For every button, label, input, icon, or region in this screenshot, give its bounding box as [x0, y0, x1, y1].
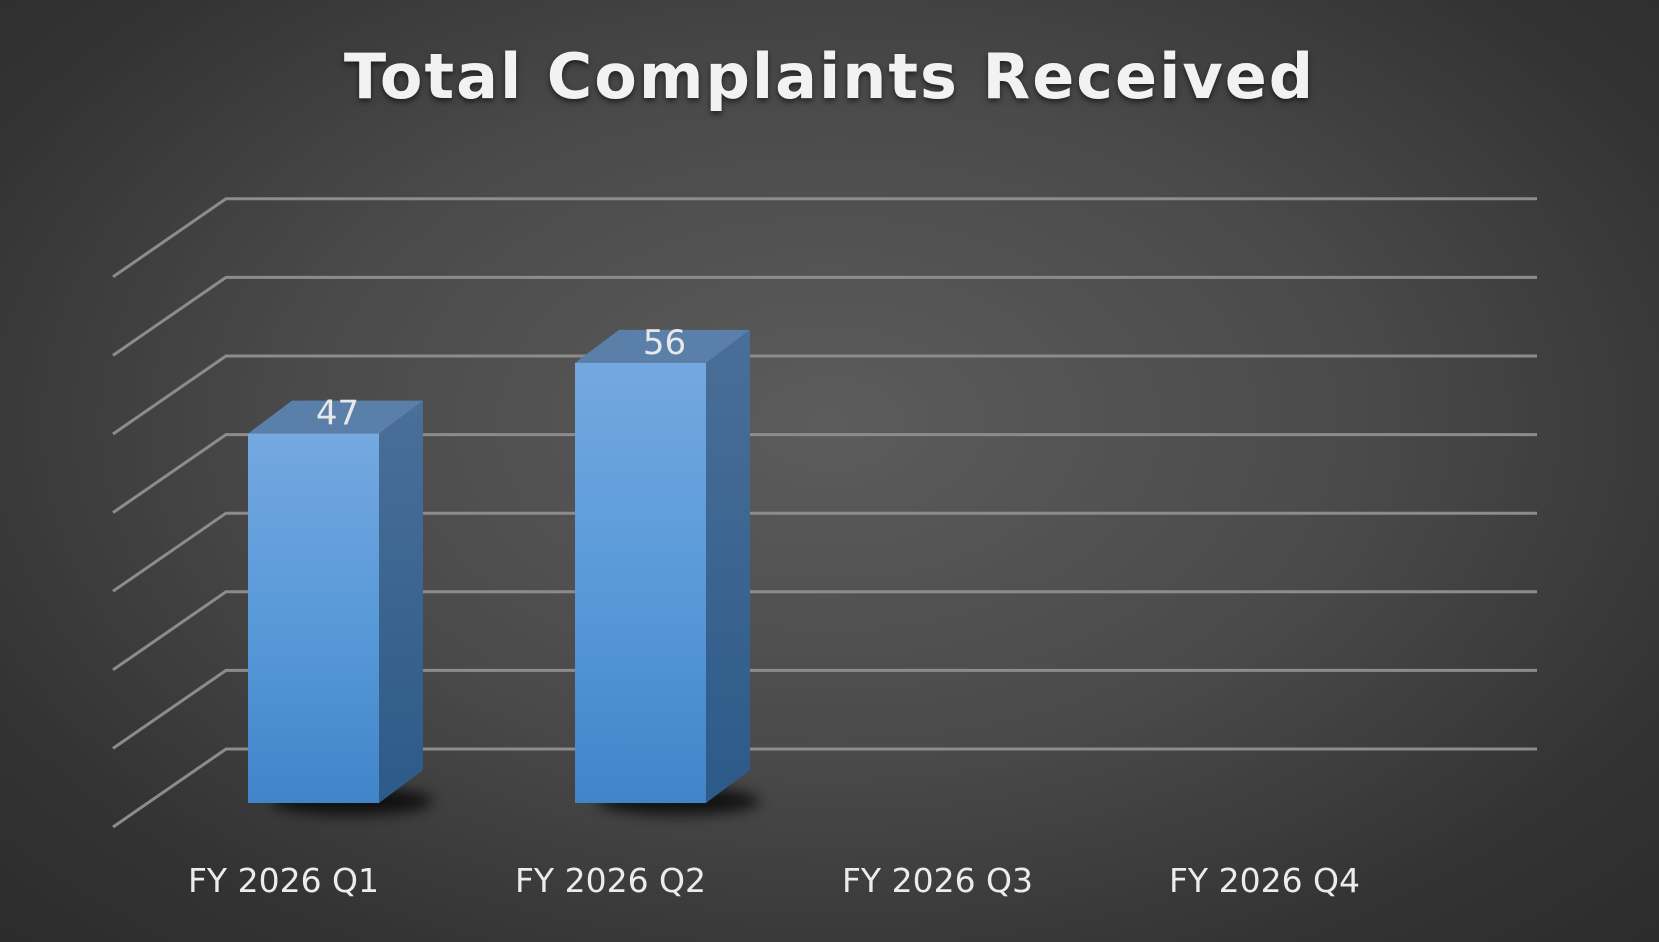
gridline-60 [112, 275, 1537, 357]
gridlines [112, 197, 1537, 829]
gridline-30 [112, 511, 1537, 593]
bar-2 [575, 362, 706, 803]
gridline-20 [112, 590, 1537, 672]
x-tick-label-3: FY 2026 Q3 [842, 861, 1033, 900]
gridline-40 [112, 433, 1537, 514]
bar-side-1 [379, 400, 423, 803]
bar-1 [248, 433, 379, 803]
data-labels: 47 56 [316, 323, 686, 434]
x-axis-tick-labels: FY 2026 Q1 FY 2026 Q2 FY 2026 Q3 FY 2026 Q4 [188, 861, 1360, 900]
gridline-0 [112, 747, 1537, 829]
gridline-70 [112, 197, 1537, 279]
gridline-10 [112, 668, 1537, 750]
x-tick-label-1: FY 2026 Q1 [188, 861, 379, 900]
data-label-2: 56 [643, 323, 686, 363]
gridline-50 [112, 354, 1537, 436]
bar-side-2 [706, 329, 750, 803]
x-tick-label-4: FY 2026 Q4 [1169, 861, 1360, 900]
bars [248, 329, 760, 815]
data-label-1: 47 [316, 394, 359, 434]
bar-top-2 [575, 329, 750, 363]
x-tick-label-2: FY 2026 Q2 [515, 861, 706, 900]
bar-top-1 [248, 400, 423, 434]
chart-title: Total Complaints Received [343, 40, 1316, 113]
